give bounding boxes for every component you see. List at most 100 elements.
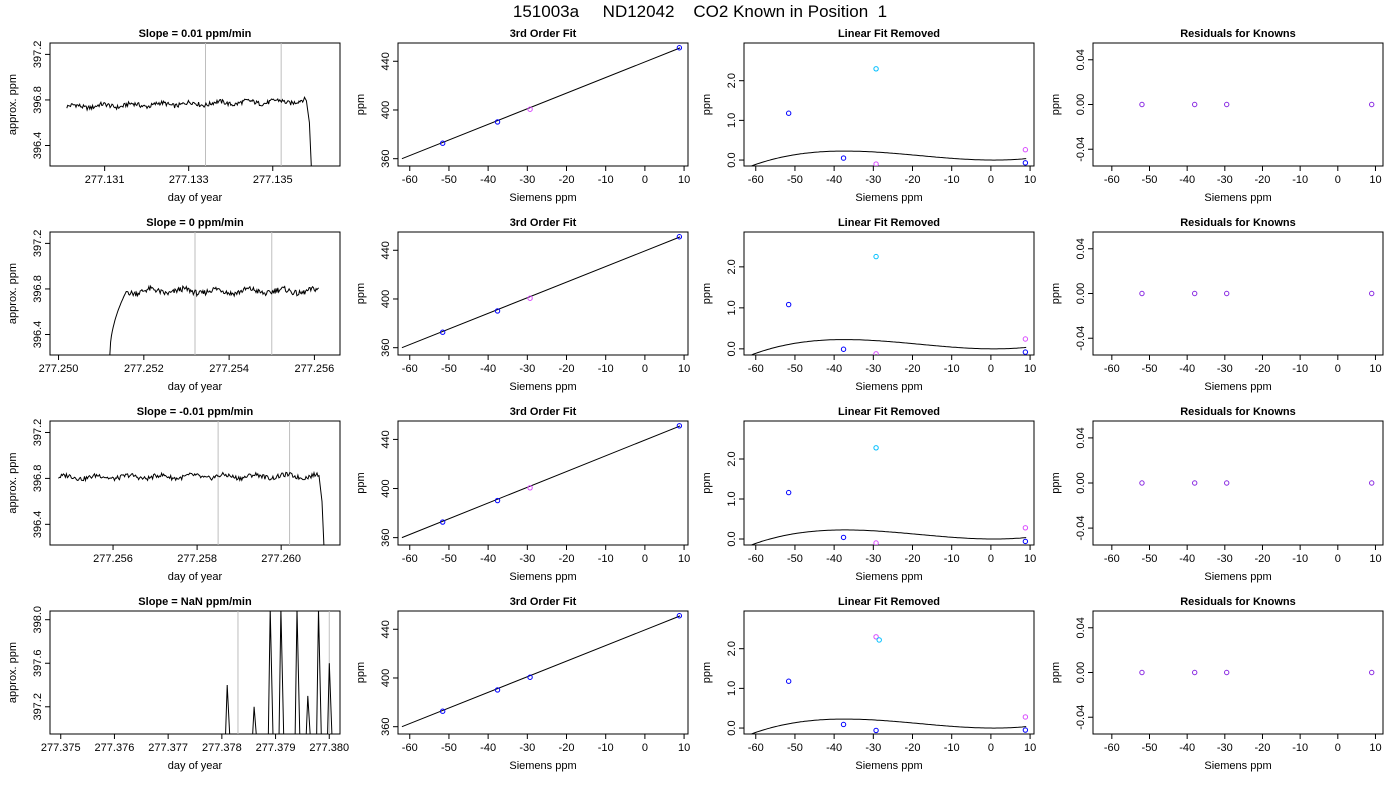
y-axis-label: ppm [355, 472, 367, 493]
x-tick-label: -20 [905, 553, 921, 565]
data-point [676, 613, 683, 619]
y-tick-label: 360 [380, 339, 392, 357]
plot-area [1139, 101, 1375, 108]
x-tick-label: -40 [480, 174, 496, 186]
x-tick-label: -40 [480, 553, 496, 565]
panel-r4-linear-removed: Linear Fit Removed -60 -50 -40 -30 -20 -10 0 10 0… [701, 596, 1036, 772]
x-tick-label: 277.252 [124, 363, 164, 375]
y-tick-label: 396.4 [32, 511, 44, 539]
panel-r1-linear-removed: Linear Fit Removed -60 -50 -40 -30 -20 -10 0 10 0… [701, 28, 1036, 204]
panel-title: Residuals for Knowns [1180, 406, 1296, 418]
x-tick-label: 277.131 [85, 174, 125, 186]
panel-title: 3rd Order Fit [510, 406, 577, 418]
plot-frame [1092, 42, 1384, 167]
y-tick-label: 396.8 [32, 275, 44, 303]
x-tick-label: -50 [441, 553, 457, 565]
x-tick-label: 10 [678, 174, 690, 186]
plot-frame [1092, 610, 1384, 735]
plot-frame [49, 610, 341, 735]
x-tick-label: -40 [826, 553, 842, 565]
data-point [873, 634, 879, 640]
x-tick-label: -60 [402, 174, 418, 186]
x-tick-label: 0 [642, 742, 648, 754]
plot-area [401, 45, 683, 160]
x-tick-label: 0 [988, 553, 994, 565]
x-tick-label: -60 [748, 174, 764, 186]
panel-r1-residuals: Residuals for Knowns -60 -50 -40 -30 -20 -10 0 1… [1050, 28, 1384, 204]
x-tick-label: -40 [826, 174, 842, 186]
x-axis-label: Siemens ppm [855, 381, 922, 393]
data-point [1191, 101, 1198, 108]
x-axis-label: Siemens ppm [1204, 571, 1271, 583]
data-point [1191, 480, 1198, 486]
y-tick-label: -0.04 [1075, 705, 1087, 730]
y-tick-label: 2.0 [726, 259, 738, 274]
data-point [439, 519, 446, 525]
data-point [840, 534, 847, 541]
data-point [785, 110, 792, 116]
y-axis-label: ppm [1050, 662, 1062, 683]
y-tick-label: 360 [380, 528, 392, 546]
x-tick-label: 277.135 [253, 174, 293, 186]
plot-frame [743, 420, 1035, 546]
x-tick-label: 277.380 [309, 742, 349, 754]
x-tick-label: -10 [1292, 174, 1308, 186]
panel-r2-time-series: Slope = 0 ppm/min 277.250 277.252 277.254 27… [7, 217, 341, 393]
data-point [439, 140, 446, 146]
x-tick-label: -10 [598, 553, 614, 565]
x-tick-label: -20 [1255, 742, 1271, 754]
x-tick-label: -30 [1217, 363, 1233, 375]
data-point [527, 106, 533, 112]
y-tick-label: -0.04 [1075, 516, 1087, 541]
data-point [1369, 669, 1375, 676]
panel-title: 3rd Order Fit [510, 596, 577, 608]
data-point [1224, 669, 1230, 676]
y-tick-label: 0.00 [1075, 94, 1087, 115]
x-tick-label: 0 [988, 363, 994, 375]
data-point [439, 329, 446, 335]
x-axis-label: Siemens ppm [1204, 381, 1271, 393]
panel-title: 3rd Order Fit [510, 28, 577, 40]
x-tick-label: 0 [1335, 174, 1341, 186]
y-tick-label: -0.04 [1075, 326, 1087, 351]
data-point [676, 234, 683, 240]
plot-area [749, 634, 1029, 734]
data-point [1139, 101, 1145, 108]
y-axis-label: approx. ppm [7, 74, 19, 135]
x-tick-label: -30 [865, 553, 881, 565]
y-axis-label: approx. ppm [7, 263, 19, 324]
y-tick-label: 397.2 [32, 230, 44, 258]
x-tick-label: 10 [1369, 553, 1381, 565]
x-tick-label: -60 [1104, 742, 1120, 754]
x-tick-label: -40 [1179, 363, 1195, 375]
y-tick-label: 440 [380, 620, 392, 638]
plot-frame [1092, 231, 1384, 356]
x-axis-label: day of year [168, 381, 223, 393]
x-tick-label: -10 [944, 742, 960, 754]
panel-r2-residuals: Residuals for Knowns -60 -50 -40 -30 -20 -10 0 1… [1050, 217, 1384, 393]
panel-title: Slope = 0 ppm/min [146, 217, 244, 229]
fit-line [401, 236, 681, 349]
x-tick-label: -20 [559, 742, 575, 754]
y-tick-label: 2.0 [726, 641, 738, 656]
x-tick-label: -20 [559, 363, 575, 375]
x-axis-label: Siemens ppm [855, 571, 922, 583]
panel-title: Linear Fit Removed [838, 406, 940, 418]
x-tick-label: 10 [1024, 363, 1036, 375]
x-tick-label: -60 [402, 553, 418, 565]
x-tick-label: 10 [678, 553, 690, 565]
plot-frame [397, 42, 689, 167]
y-tick-label: 400 [380, 101, 392, 119]
x-tick-label: -30 [1217, 174, 1233, 186]
x-tick-label: -30 [865, 174, 881, 186]
panel-r3-fit: 3rd Order Fit -60 -50 -40 -30 -20 -10 0 10 360 400… [355, 406, 690, 583]
x-tick-label: -50 [441, 363, 457, 375]
x-tick-label: -10 [598, 742, 614, 754]
data-point [1022, 525, 1029, 531]
x-tick-label: 277.256 [295, 363, 335, 375]
data-point [527, 485, 533, 491]
y-tick-label: 2.0 [726, 451, 738, 466]
y-tick-label: 0.0 [726, 531, 738, 546]
x-tick-label: -10 [944, 363, 960, 375]
data-point [873, 445, 879, 451]
